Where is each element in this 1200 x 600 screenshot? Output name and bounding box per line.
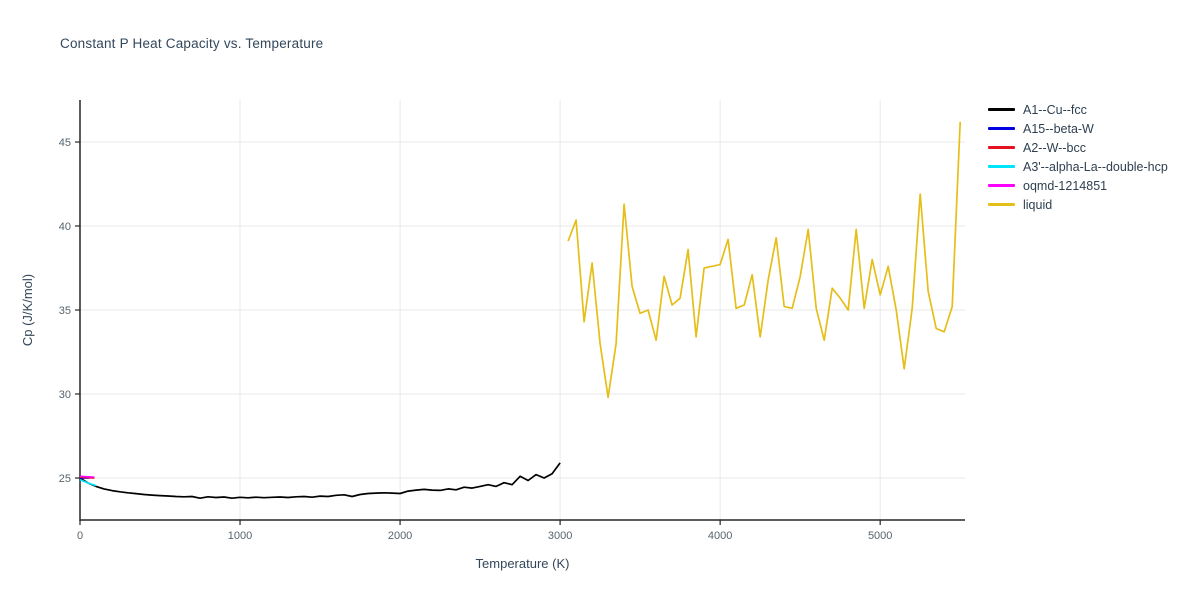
series-line-liquid: [567, 121, 962, 399]
legend-item: A1--Cu--fcc: [988, 102, 1168, 117]
x-tick-label: 2000: [388, 530, 412, 542]
legend-label: liquid: [1023, 197, 1053, 212]
chart-legend: A1--Cu--fcc A15--beta-W A2--W--bcc A3'--alp…: [988, 102, 1168, 212]
series-line-A1--Cu--fcc: [79, 462, 561, 500]
legend-label: A1--Cu--fcc: [1023, 102, 1087, 117]
y-tick-label: 30: [59, 389, 71, 401]
legend-item: A2--W--bcc: [988, 140, 1168, 155]
y-tick-label: 35: [59, 305, 71, 317]
x-tick-label: 5000: [868, 530, 892, 542]
legend-label: A2--W--bcc: [1023, 140, 1086, 155]
legend-swatch-icon: [988, 165, 1015, 168]
x-axis-label: Temperature (K): [475, 556, 570, 571]
y-tick-label: 45: [59, 137, 71, 149]
legend-swatch-icon: [988, 127, 1015, 130]
legend-label: A3'--alpha-La--double-hcp: [1023, 159, 1168, 174]
legend-label: A15--beta-W: [1023, 121, 1094, 136]
x-tick-label: 1000: [228, 530, 252, 542]
legend-item: A3'--alpha-La--double-hcp: [988, 159, 1168, 174]
x-tick-label: 3000: [548, 530, 572, 542]
legend-swatch-icon: [988, 203, 1015, 206]
chart-title: Constant P Heat Capacity vs. Temperature: [60, 36, 324, 51]
series-line-oqmd-1214851: [79, 475, 95, 479]
legend-item: oqmd-1214851: [988, 178, 1168, 193]
legend-item: A15--beta-W: [988, 121, 1168, 136]
legend-label: oqmd-1214851: [1023, 178, 1108, 193]
series-line-A3'--alpha-La--double-hcp: [79, 478, 97, 487]
legend-item: liquid: [988, 197, 1168, 212]
x-tick-label: 4000: [708, 530, 732, 542]
legend-swatch-icon: [988, 146, 1015, 149]
legend-swatch-icon: [988, 108, 1015, 111]
y-tick-label: 25: [59, 473, 71, 485]
y-tick-label: 40: [59, 221, 71, 233]
legend-swatch-icon: [988, 184, 1015, 187]
x-tick-label: 0: [77, 530, 83, 542]
